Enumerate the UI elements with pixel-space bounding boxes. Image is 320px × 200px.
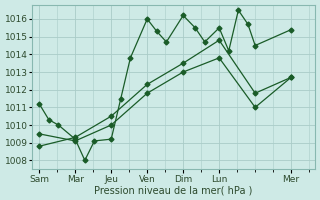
- X-axis label: Pression niveau de la mer( hPa ): Pression niveau de la mer( hPa ): [94, 185, 253, 195]
